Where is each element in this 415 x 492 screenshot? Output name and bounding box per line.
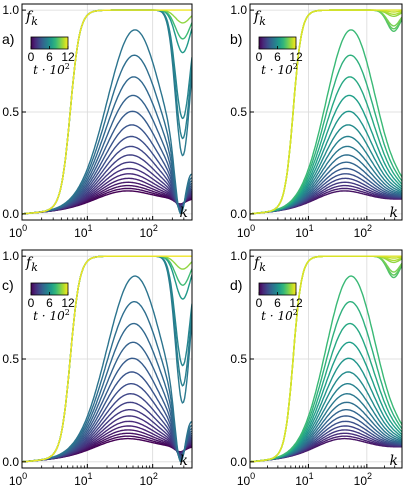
y-axis-label: fk xyxy=(25,9,38,28)
y-axis-label: fk xyxy=(253,255,266,274)
x-axis-label: k xyxy=(180,453,188,469)
series-line xyxy=(22,124,192,215)
y-tick-label: 0.5 xyxy=(230,352,247,366)
panel-4: 0.0 0.5 1.0 100 101 102 k fk d) 0 6 12t · 102 xyxy=(230,249,403,488)
series-line xyxy=(250,145,402,215)
series-line xyxy=(22,154,192,215)
colorbar-tick-label: 6 xyxy=(46,50,53,64)
x-axis-label: k xyxy=(180,205,188,221)
panel-2: 0.0 0.5 1.0 100 101 102 k fk b) 0 6 12t · 102 xyxy=(230,3,403,240)
colorbar-tick-label: 12 xyxy=(289,296,303,310)
y-tick-label: 1.0 xyxy=(230,3,247,17)
x-tick-label: 100 xyxy=(237,223,255,240)
x-tick-label: 100 xyxy=(9,471,27,488)
x-tick-label: 102 xyxy=(139,223,157,240)
series-line xyxy=(22,145,192,215)
y-tick-label: 0.0 xyxy=(2,455,19,469)
colorbar-tick-label: 0 xyxy=(256,296,263,310)
panel-label: c) xyxy=(2,277,14,293)
x-tick-label: 100 xyxy=(237,471,255,488)
colorbar-tick-label: 6 xyxy=(274,50,281,64)
x-tick-label: 101 xyxy=(295,471,313,488)
colorbar-tick-label: 0 xyxy=(28,50,35,64)
x-axis-label: k xyxy=(390,453,398,469)
panel-1: 0.0 0.5 1.0 100 101 102 k fk a) 0 6 12t · 102 xyxy=(2,3,193,240)
y-tick-label: 1.0 xyxy=(230,249,247,263)
curves xyxy=(22,9,192,215)
panel-label: a) xyxy=(2,31,14,47)
x-tick-label: 102 xyxy=(354,223,372,240)
x-tick-label: 101 xyxy=(74,471,92,488)
y-tick-label: 0.5 xyxy=(230,105,247,119)
y-axis-label: fk xyxy=(25,255,38,274)
series-line xyxy=(22,275,192,463)
x-tick-label: 101 xyxy=(74,223,92,240)
colorbar-tick-label: 0 xyxy=(256,50,263,64)
series-line xyxy=(22,401,192,463)
series-line xyxy=(250,29,402,215)
series-line xyxy=(22,392,192,463)
x-tick-label: 102 xyxy=(354,471,372,488)
series-line xyxy=(22,255,192,463)
colorbar-tick-label: 12 xyxy=(289,50,303,64)
y-tick-label: 0.0 xyxy=(230,207,247,221)
colorbar-tick-label: 6 xyxy=(46,296,53,310)
y-axis-label: fk xyxy=(253,9,266,28)
series-line xyxy=(250,9,402,215)
y-tick-label: 0.0 xyxy=(230,455,247,469)
series-line xyxy=(250,275,402,463)
panel-label: d) xyxy=(230,277,242,293)
series-line xyxy=(22,9,192,215)
y-tick-label: 0.5 xyxy=(2,352,19,366)
colorbar-label: t · 102 xyxy=(33,308,70,323)
panel-3: 0.0 0.5 1.0 100 101 102 k fk c) 0 6 12t · 102 xyxy=(2,249,193,488)
y-tick-label: 1.0 xyxy=(2,3,19,17)
y-tick-label: 0.0 xyxy=(2,207,19,221)
colorbar-tick-label: 12 xyxy=(61,296,75,310)
series-line xyxy=(22,29,192,215)
y-tick-label: 0.5 xyxy=(2,105,19,119)
x-tick-label: 101 xyxy=(295,223,313,240)
colorbar-tick-label: 6 xyxy=(274,296,281,310)
colorbar-label: t · 102 xyxy=(261,62,298,77)
x-tick-label: 100 xyxy=(9,223,27,240)
colorbar-tick-label: 12 xyxy=(61,50,75,64)
colorbar-label: t · 102 xyxy=(261,308,298,323)
curves xyxy=(250,255,402,463)
series-line xyxy=(250,401,402,463)
series-line xyxy=(22,371,192,463)
series-line xyxy=(250,154,402,215)
colorbar-label: t · 102 xyxy=(33,62,70,77)
colorbar-tick-label: 0 xyxy=(28,296,35,310)
y-tick-label: 1.0 xyxy=(2,249,19,263)
series-line xyxy=(250,255,402,463)
panel-label: b) xyxy=(230,31,242,47)
curves xyxy=(250,9,402,215)
x-axis-label: k xyxy=(390,205,398,221)
x-tick-label: 102 xyxy=(139,471,157,488)
curves xyxy=(22,255,192,463)
